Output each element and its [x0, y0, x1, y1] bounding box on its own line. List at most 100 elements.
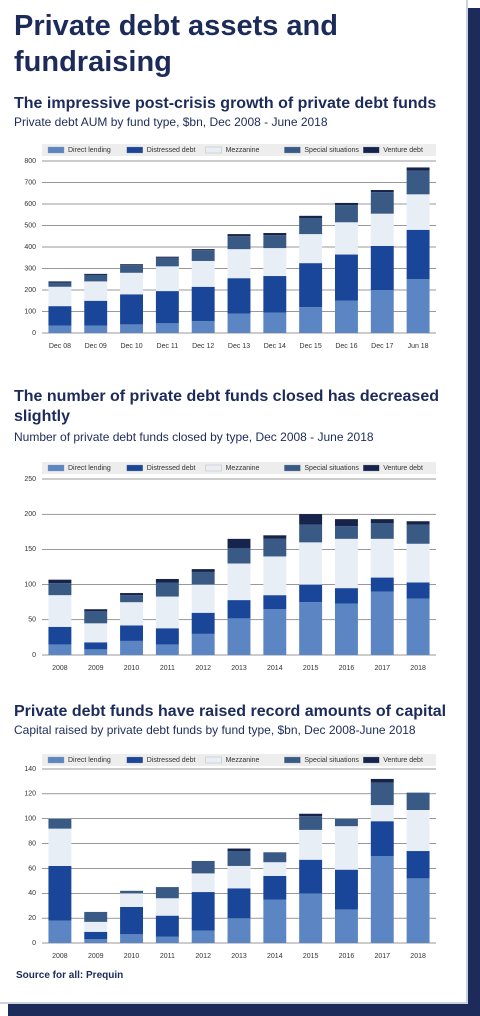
bar-segment: [84, 939, 108, 943]
legend-swatch: [363, 146, 380, 154]
bar-segment: [406, 878, 430, 943]
bar-segment: [48, 286, 72, 307]
legend-swatch: [284, 146, 301, 154]
bar-segment: [299, 524, 323, 543]
bar-segment: [227, 249, 251, 279]
bar-segment: [263, 899, 287, 943]
bar-segment: [84, 325, 108, 333]
legend-swatch: [363, 464, 380, 472]
bar-segment: [263, 609, 287, 655]
legend-swatch: [363, 756, 380, 764]
bar-segment: [406, 543, 430, 583]
bar-segment: [370, 290, 394, 333]
x-tick-label: 2017: [374, 665, 390, 672]
bar-segment: [406, 524, 430, 544]
x-tick-label: 2010: [124, 953, 140, 960]
bar-segment: [263, 535, 287, 539]
bar-segment: [263, 852, 287, 863]
bar-segment: [155, 257, 179, 267]
bar-segment: [370, 245, 394, 290]
bar-segment: [155, 628, 179, 645]
bar-segment: [155, 915, 179, 937]
bar-segment: [334, 603, 358, 655]
y-tick-label: 120: [24, 791, 36, 798]
bar-segment: [120, 906, 144, 935]
bar-segment: [370, 190, 394, 193]
bar-segment: [155, 898, 179, 916]
bar-segment: [299, 263, 323, 308]
legend-swatch: [47, 756, 65, 764]
bar-segment: [48, 626, 72, 645]
bar-segment: [334, 519, 358, 527]
bar-segment: [263, 248, 287, 277]
bar-segment: [48, 583, 72, 596]
x-tick-label: Dec 12: [192, 343, 214, 350]
x-tick-label: 2011: [160, 953, 175, 960]
y-tick-label: 20: [28, 915, 36, 922]
bar-segment: [191, 321, 215, 333]
bar-segment: [370, 782, 394, 806]
bar-segment: [120, 625, 144, 641]
bar-segment: [370, 538, 394, 578]
bar-segment: [191, 250, 215, 261]
bar-segment: [48, 579, 72, 584]
bar-segment: [191, 584, 215, 613]
bar-segment: [191, 260, 215, 287]
x-tick-label: Dec 15: [300, 343, 322, 350]
bar-segment: [48, 920, 72, 943]
y-tick-label: 0: [32, 330, 36, 337]
bar-segment: [155, 291, 179, 324]
bar-segment: [406, 170, 430, 195]
bar-segment: [299, 859, 323, 894]
bar-segment: [227, 236, 251, 250]
bar-segment: [191, 569, 215, 572]
bar-segment: [406, 582, 430, 599]
y-tick-label: 140: [24, 766, 36, 773]
legend-label: Venture debt: [383, 757, 423, 764]
bar-segment: [155, 582, 179, 597]
bar-segment: [155, 596, 179, 629]
y-tick-label: 40: [28, 890, 36, 897]
bar-segment: [120, 294, 144, 325]
x-tick-label: 2015: [303, 953, 319, 960]
bar-segment: [48, 818, 72, 829]
bar-segment: [48, 282, 72, 287]
bar-segment: [120, 264, 144, 266]
bar-segment: [299, 893, 323, 943]
y-tick-label: 500: [24, 222, 36, 229]
bar-segment: [334, 909, 358, 943]
bar-segment: [191, 892, 215, 931]
bar-segment: [334, 538, 358, 589]
bar-segment: [155, 887, 179, 899]
bar-segment: [120, 593, 144, 596]
bar-segment: [48, 306, 72, 326]
bar-segment: [263, 538, 287, 557]
bar-segment: [120, 893, 144, 907]
y-tick-label: 400: [24, 244, 36, 251]
bar-segment: [155, 936, 179, 943]
bar-segment: [227, 918, 251, 943]
bar-segment: [120, 595, 144, 603]
bar-segment: [84, 611, 108, 624]
bar-segment: [299, 813, 323, 817]
bar-segment: [370, 591, 394, 655]
bar-segment: [191, 249, 215, 251]
y-tick-label: 100: [24, 816, 36, 823]
legend-swatch: [126, 756, 143, 764]
legend-label: Special situations: [304, 147, 359, 154]
bar-segment: [48, 865, 72, 921]
bar-segment: [299, 829, 323, 860]
chart-subtitle: Capital raised by private debt funds by …: [14, 723, 416, 737]
x-tick-label: 2012: [195, 953, 211, 960]
bar-segment: [263, 312, 287, 333]
x-tick-label: 2013: [231, 953, 247, 960]
chart-title: The number of private debt funds closed …: [14, 388, 439, 425]
x-tick-label: 2016: [339, 665, 355, 672]
bar-segment: [334, 526, 358, 539]
x-tick-label: 2016: [339, 953, 355, 960]
bar-segment: [227, 538, 251, 548]
bar-segment: [299, 514, 323, 525]
legend-label: Special situations: [304, 465, 359, 472]
bar-segment: [48, 644, 72, 655]
frame-shadow: [468, 8, 480, 1016]
